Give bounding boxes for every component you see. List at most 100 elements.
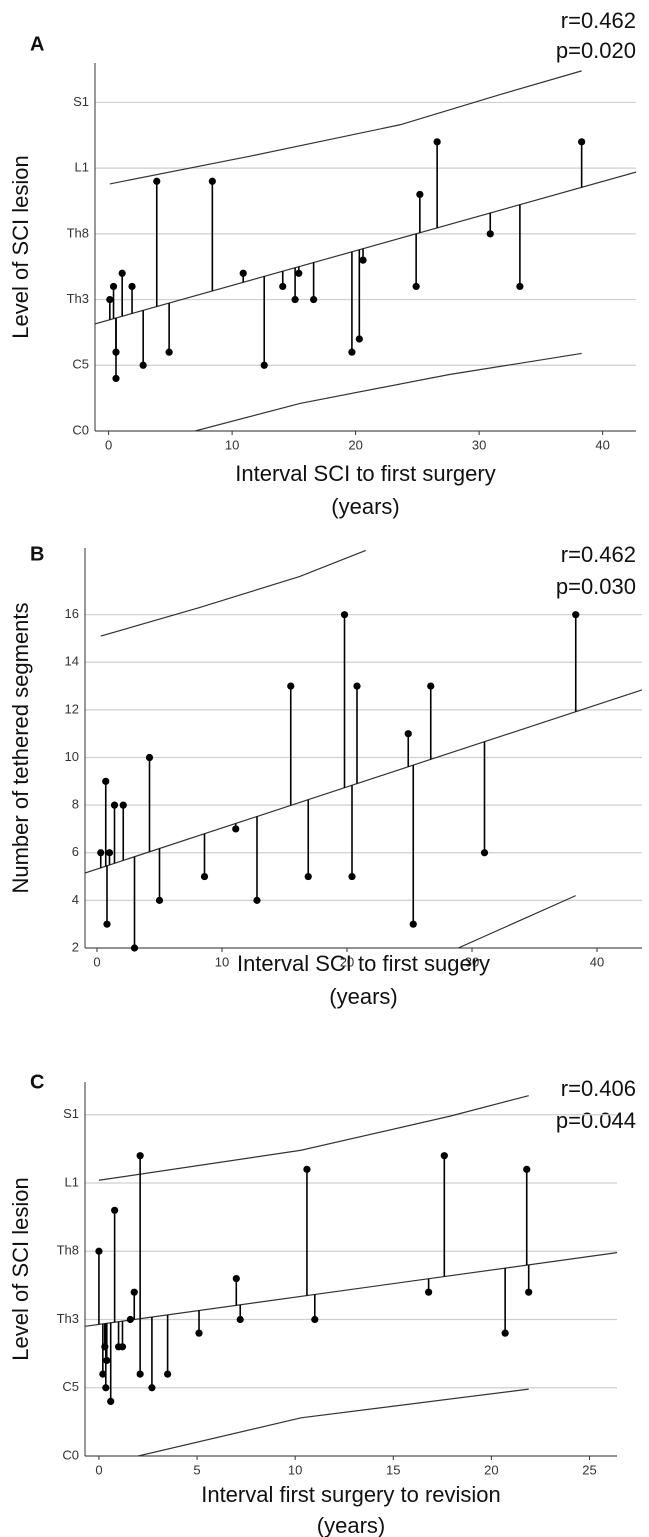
- data-point: [516, 282, 524, 291]
- y-axis-label: Number of tethered segments: [8, 602, 33, 893]
- annotation: r=0.406: [561, 1076, 636, 1101]
- data-point: [112, 374, 120, 383]
- data-point: [440, 1152, 448, 1160]
- x-axis-label: (years): [329, 984, 397, 1009]
- panel-label: B: [30, 543, 44, 565]
- panel-label: A: [30, 33, 44, 55]
- data-point: [195, 1329, 203, 1337]
- data-point: [110, 801, 119, 809]
- data-point: [578, 138, 586, 146]
- x-tick-label: 10: [288, 1462, 302, 1477]
- x-axis-label: Interval SCI to first surgery: [235, 461, 495, 486]
- upper-prediction-band: [100, 549, 366, 637]
- data-point: [501, 1329, 509, 1337]
- y-tick-label: S1: [63, 1106, 79, 1121]
- y-tick-label: C0: [72, 422, 89, 437]
- y-tick-label: Th8: [67, 225, 89, 240]
- data-point: [155, 896, 164, 904]
- data-point: [433, 138, 441, 146]
- data-point: [139, 361, 147, 369]
- data-point: [107, 1397, 115, 1406]
- data-point: [118, 269, 126, 277]
- y-axis-label: Level of SCI lesion: [8, 155, 33, 338]
- data-point: [409, 920, 417, 928]
- data-point: [232, 825, 240, 833]
- data-point: [208, 177, 216, 185]
- data-point: [118, 1343, 127, 1351]
- data-point: [412, 282, 420, 291]
- data-point: [236, 1315, 244, 1324]
- regression-line: [85, 689, 642, 874]
- x-tick-label: 20: [340, 954, 354, 969]
- panel-label: C: [30, 1071, 44, 1093]
- data-point: [416, 190, 424, 199]
- upper-prediction-band: [98, 1095, 529, 1181]
- y-tick-label: L1: [65, 1174, 79, 1189]
- upper-prediction-band: [109, 70, 582, 185]
- regression-line: [85, 1252, 617, 1327]
- data-point: [119, 801, 127, 809]
- x-tick-label: 30: [472, 437, 486, 452]
- data-point: [287, 682, 295, 690]
- data-point: [253, 896, 261, 904]
- regression-line: [95, 171, 636, 325]
- data-point: [311, 1315, 319, 1324]
- data-point: [427, 682, 435, 690]
- data-point: [239, 269, 247, 277]
- y-tick-label: 2: [72, 939, 79, 954]
- y-tick-label: 14: [65, 654, 79, 669]
- x-axis-label: (years): [317, 1513, 385, 1537]
- data-point: [112, 348, 120, 356]
- data-point: [145, 753, 154, 762]
- data-point: [95, 1247, 103, 1255]
- y-tick-label: 6: [72, 844, 79, 859]
- data-point: [102, 1384, 110, 1392]
- data-point: [486, 230, 494, 238]
- y-tick-label: 16: [65, 606, 79, 621]
- data-point: [111, 1206, 119, 1214]
- data-point: [523, 1165, 531, 1173]
- x-tick-label: 15: [386, 1462, 400, 1477]
- data-point: [353, 682, 361, 690]
- y-tick-label: 10: [65, 749, 79, 764]
- data-point: [148, 1384, 156, 1392]
- data-point: [348, 348, 356, 356]
- x-tick-label: 25: [582, 1462, 596, 1477]
- data-point: [260, 361, 268, 369]
- y-tick-label: S1: [73, 94, 89, 109]
- data-point: [130, 1288, 138, 1296]
- data-point: [359, 256, 367, 264]
- x-tick-label: 40: [590, 954, 604, 969]
- lower-prediction-band: [138, 1388, 529, 1456]
- y-tick-label: C5: [62, 1379, 79, 1394]
- x-tick-label: 30: [465, 954, 479, 969]
- data-point: [153, 177, 161, 185]
- data-point: [525, 1288, 533, 1296]
- annotation: p=0.030: [556, 574, 636, 599]
- data-point: [480, 849, 489, 857]
- data-point: [291, 295, 299, 304]
- data-point: [425, 1288, 433, 1296]
- data-point: [279, 282, 287, 291]
- data-point: [340, 611, 349, 619]
- data-point: [165, 348, 173, 356]
- data-point: [128, 282, 136, 291]
- data-point: [572, 611, 580, 619]
- annotation: p=0.044: [556, 1108, 636, 1133]
- x-tick-label: 0: [93, 954, 100, 969]
- data-point: [164, 1370, 172, 1378]
- annotation: p=0.020: [556, 38, 636, 63]
- lower-prediction-band: [194, 352, 582, 431]
- lower-prediction-band: [458, 895, 576, 948]
- data-point: [295, 269, 303, 277]
- x-tick-label: 0: [95, 1462, 102, 1477]
- data-point: [136, 1370, 144, 1378]
- data-point: [103, 920, 111, 928]
- x-tick-label: 0: [105, 437, 112, 452]
- annotation: r=0.462: [561, 8, 636, 33]
- data-point: [102, 777, 110, 785]
- data-point: [103, 1356, 111, 1365]
- data-point: [105, 849, 114, 857]
